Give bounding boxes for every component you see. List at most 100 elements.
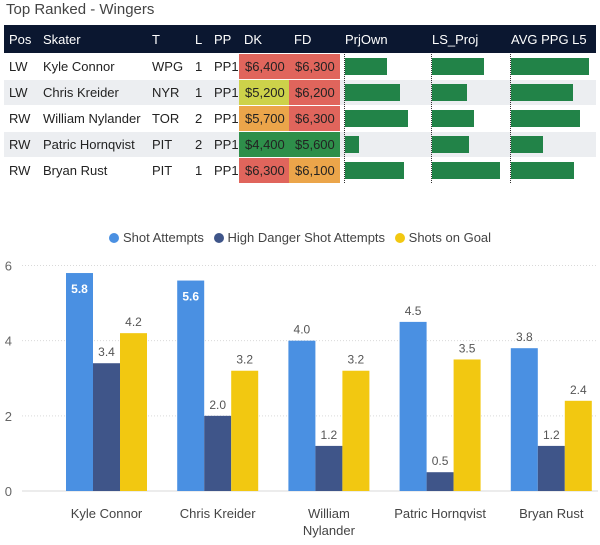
- prjown-bar-cell: [340, 53, 427, 80]
- header-avg-ppg[interactable]: AVG PPG L5: [506, 25, 596, 54]
- ls-proj-bar-cell: [427, 131, 506, 158]
- prjown-bar: [345, 84, 400, 101]
- line-cell: 2: [190, 105, 209, 132]
- bar-shot-attempts: [510, 348, 538, 491]
- bar-baseline: [431, 54, 432, 79]
- bar-baseline: [344, 132, 345, 157]
- bar-shots-on-goal: [342, 370, 370, 491]
- wingers-table: Pos Skater T L PP DK FD PrjOwn LS_Proj A…: [4, 25, 596, 183]
- avg-ppg-bar-cell: [506, 131, 596, 158]
- bar-high-danger-shot-attempts: [537, 445, 565, 491]
- data-label: 2.0: [209, 398, 226, 412]
- team-cell: PIT: [147, 131, 190, 158]
- team-cell: TOR: [147, 105, 190, 132]
- avg-ppg-bar-cell: [506, 157, 596, 183]
- bar-shots-on-goal: [120, 333, 147, 491]
- prjown-bar: [345, 58, 387, 75]
- avg-ppg-bar: [511, 162, 575, 179]
- data-label: 3.2: [348, 353, 365, 367]
- dk-salary-cell: $5,700: [239, 105, 289, 132]
- header-ls-proj[interactable]: LS_Proj: [427, 25, 506, 54]
- bar-baseline: [510, 106, 511, 131]
- dk-salary-cell: $4,400: [239, 131, 289, 158]
- prjown-bar: [345, 162, 405, 179]
- team-cell: NYR: [147, 79, 190, 106]
- data-label: 1.2: [543, 428, 560, 442]
- fd-salary-cell: $6,300: [289, 53, 340, 80]
- legend-item-shots-on-goal[interactable]: Shots on Goal: [394, 230, 492, 245]
- ls-proj-bar-cell: [427, 53, 506, 80]
- bar-baseline: [431, 106, 432, 131]
- table-row[interactable]: LW Kyle Connor WPG 1 PP1 $6,400 $6,300: [4, 53, 596, 80]
- header-line[interactable]: L: [190, 25, 209, 54]
- header-team[interactable]: T: [147, 25, 190, 54]
- pp-cell: PP1: [209, 79, 239, 106]
- table-row[interactable]: LW Chris Kreider NYR 1 PP1 $5,200 $6,200: [4, 79, 596, 106]
- table-row[interactable]: RW Patric Hornqvist PIT 2 PP1 $4,400 $5,600: [4, 131, 596, 158]
- data-label: 5.6: [182, 290, 199, 304]
- skater-cell: Chris Kreider: [38, 79, 147, 106]
- header-prjown[interactable]: PrjOwn: [340, 25, 427, 54]
- legend-item-high-danger[interactable]: High Danger Shot Attempts: [213, 230, 386, 245]
- dk-salary-cell: $6,300: [239, 157, 289, 183]
- x-tick-label: Nylander: [303, 523, 356, 538]
- ls-proj-bar: [432, 110, 475, 127]
- bar-baseline: [344, 106, 345, 131]
- data-label: 4.5: [405, 304, 422, 318]
- shot-chart: 0 2 4 6 5.8 3.4 4.2 Kyle Connor 5.6 2.0 3.2 Chris K…: [5, 259, 598, 538]
- report-title: Top Ranked - Wingers: [6, 1, 155, 18]
- x-tick-label: Bryan Rust: [519, 506, 584, 521]
- bar-baseline: [344, 158, 345, 183]
- skater-cell: William Nylander: [38, 105, 147, 132]
- data-label: 3.4: [98, 345, 115, 359]
- legend-label: Shots on Goal: [408, 230, 492, 245]
- skater-cell: Patric Hornqvist: [38, 131, 147, 158]
- header-skater[interactable]: Skater: [38, 25, 147, 54]
- bar-baseline: [510, 54, 511, 79]
- team-cell: WPG: [147, 53, 190, 80]
- pp-cell: PP1: [209, 131, 239, 158]
- header-pos[interactable]: Pos: [4, 25, 38, 54]
- avg-ppg-bar-cell: [506, 79, 596, 106]
- data-label: 4.2: [125, 315, 142, 329]
- y-tick-label: 6: [5, 259, 12, 274]
- bar-high-danger-shot-attempts: [315, 445, 343, 491]
- line-cell: 2: [190, 131, 209, 158]
- y-tick-label: 2: [5, 409, 12, 424]
- legend-dot-icon: [108, 232, 119, 243]
- table-header-row: Pos Skater T L PP DK FD PrjOwn LS_Proj A…: [4, 25, 596, 54]
- data-label: 4.0: [294, 323, 311, 337]
- bar-shot-attempts: [288, 340, 316, 491]
- avg-ppg-bar: [511, 84, 573, 101]
- skater-cell: Bryan Rust: [38, 157, 147, 183]
- prjown-bar: [345, 136, 359, 153]
- pos-cell: LW: [4, 79, 38, 106]
- ls-proj-bar: [432, 84, 468, 101]
- table-row[interactable]: RW William Nylander TOR 2 PP1 $5,700 $6,300: [4, 105, 596, 132]
- x-tick-label: Kyle Connor: [71, 506, 143, 521]
- y-tick-label: 4: [5, 334, 12, 349]
- header-pp[interactable]: PP: [209, 25, 239, 54]
- prjown-bar-cell: [340, 105, 427, 132]
- header-fd[interactable]: FD: [289, 25, 340, 54]
- ls-proj-bar: [432, 136, 469, 153]
- header-dk[interactable]: DK: [239, 25, 289, 54]
- bar-baseline: [510, 132, 511, 157]
- bar-high-danger-shot-attempts: [93, 363, 120, 491]
- legend-dot-icon: [213, 232, 224, 243]
- data-label: 0.5: [432, 454, 449, 468]
- prjown-bar-cell: [340, 131, 427, 158]
- chart-legend: Shot Attempts High Danger Shot Attempts …: [0, 230, 600, 246]
- data-label: 3.5: [459, 341, 476, 355]
- x-tick-label: Patric Hornqvist: [394, 506, 486, 521]
- pos-cell: RW: [4, 157, 38, 183]
- avg-ppg-bar-cell: [506, 53, 596, 80]
- table-row[interactable]: RW Bryan Rust PIT 1 PP1 $6,300 $6,100: [4, 157, 596, 183]
- team-cell: PIT: [147, 157, 190, 183]
- bar-baseline: [431, 80, 432, 105]
- line-cell: 1: [190, 79, 209, 106]
- legend-label: High Danger Shot Attempts: [227, 230, 386, 245]
- y-tick-label: 0: [5, 484, 12, 499]
- legend-item-shot-attempts[interactable]: Shot Attempts: [108, 230, 204, 245]
- avg-ppg-bar: [511, 58, 589, 75]
